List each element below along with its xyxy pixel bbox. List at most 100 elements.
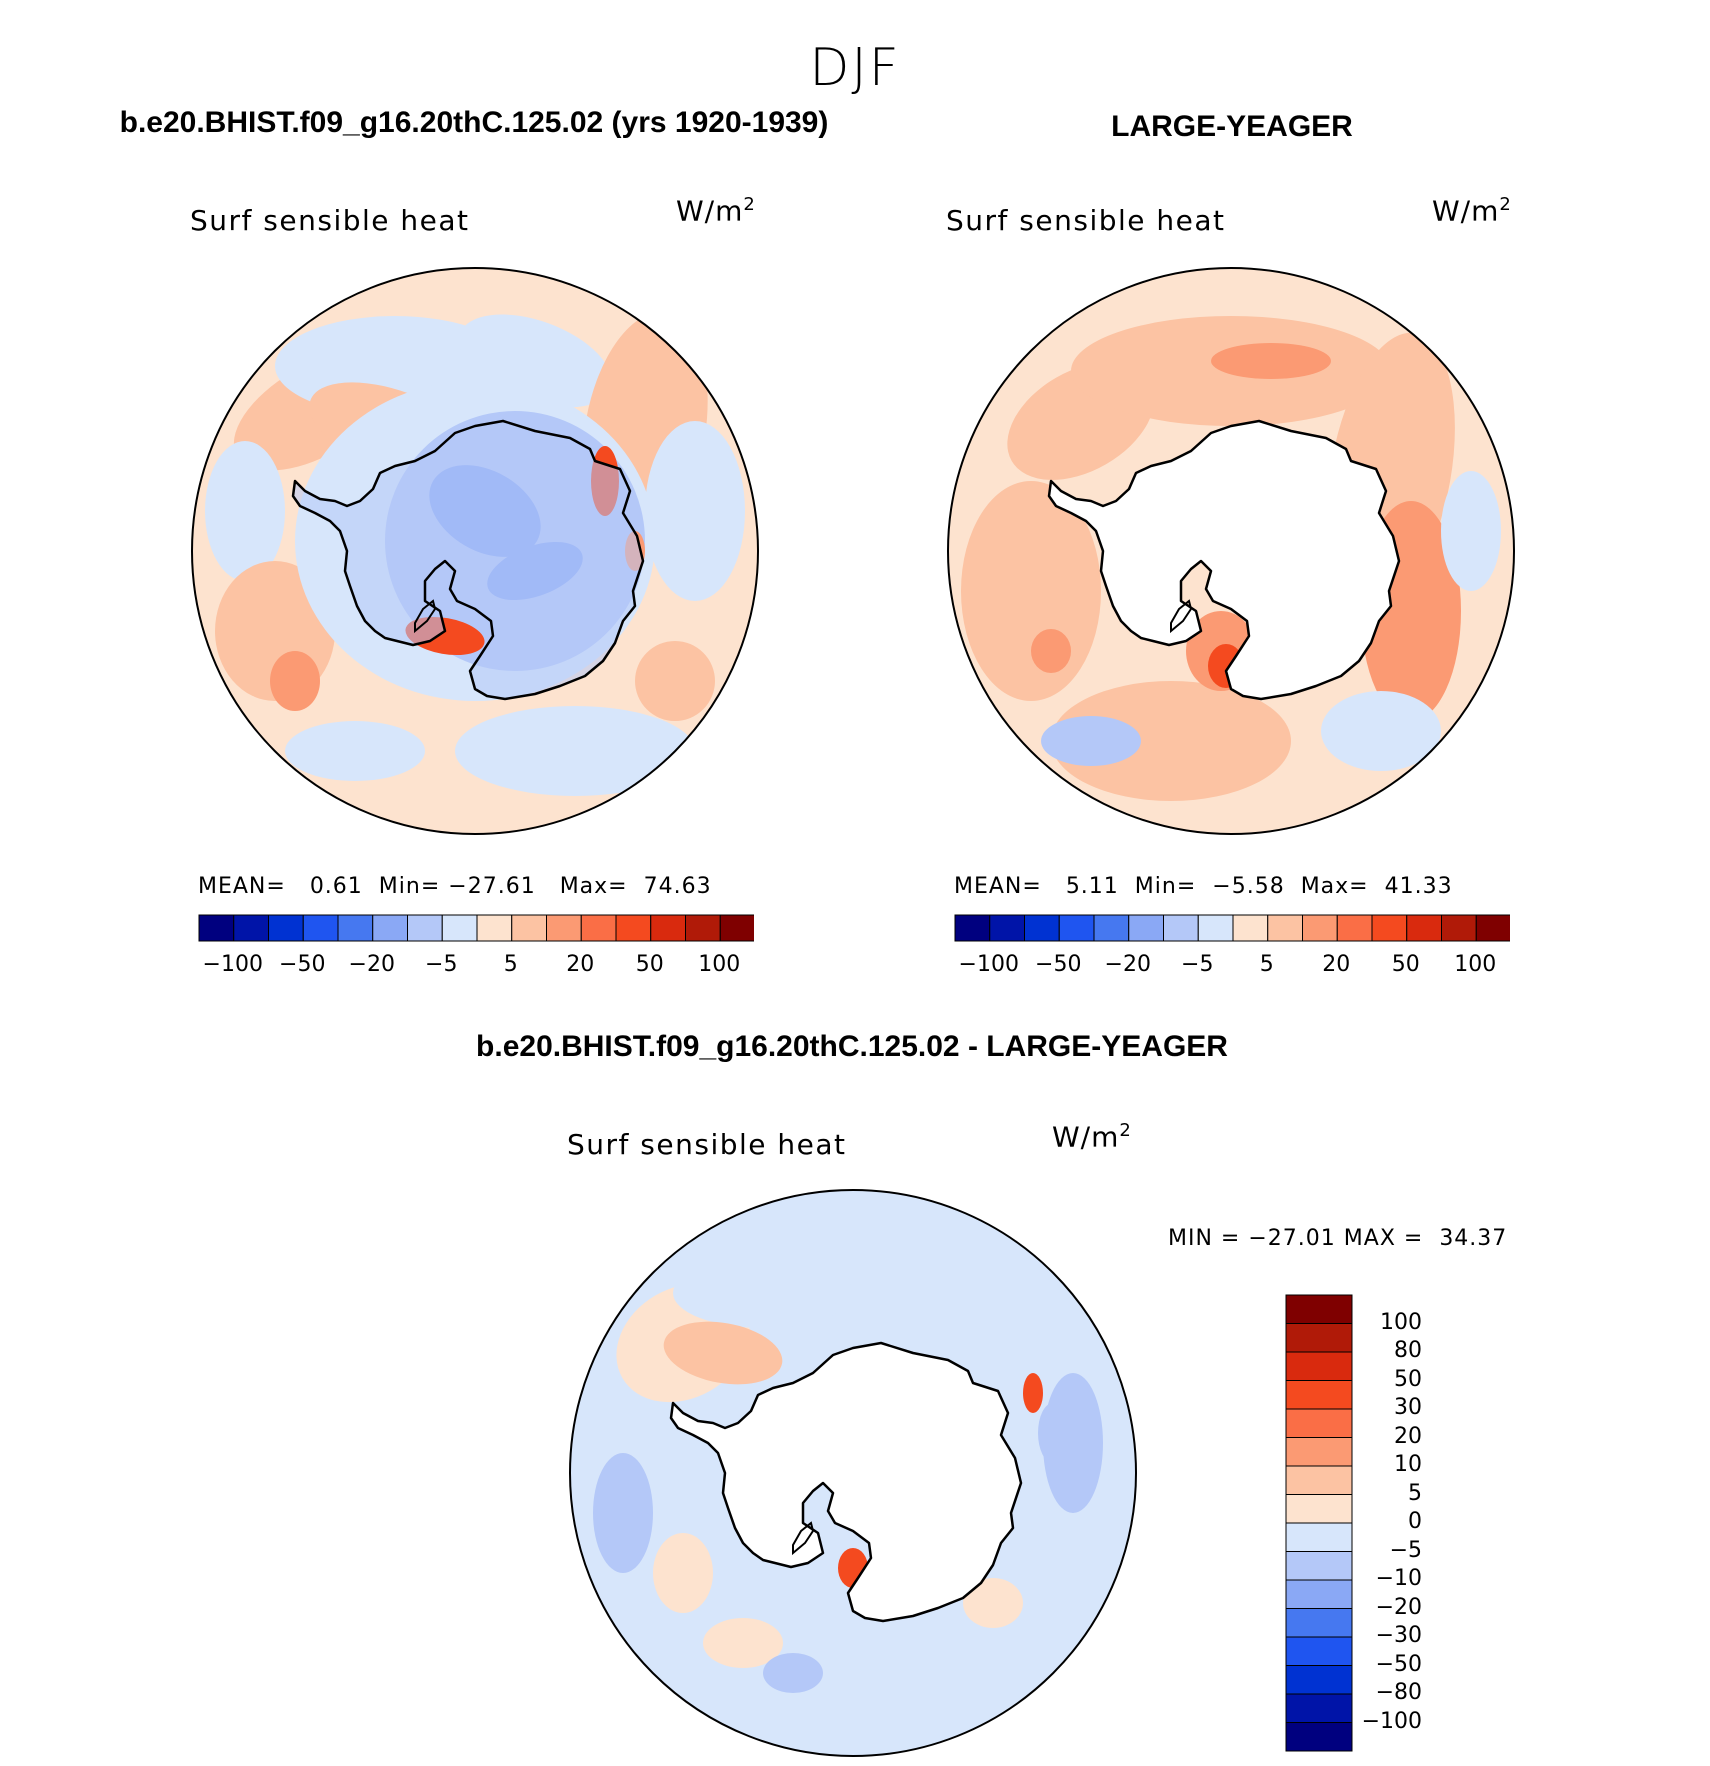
panel1-units: W/m2 bbox=[676, 194, 756, 228]
panel1-polar-map bbox=[191, 267, 759, 835]
panel3-colorbar-box bbox=[1285, 1551, 1353, 1581]
panel3-colorbar-tick-label: −50 bbox=[1375, 1651, 1422, 1677]
panel1-title: b.e20.BHIST.f09_g16.20thC.125.02 (yrs 19… bbox=[119, 106, 829, 139]
panel1-colorbar-box bbox=[650, 914, 686, 942]
panel2-polar-map bbox=[947, 267, 1515, 835]
panel3-colorbar-tick-label: 50 bbox=[1394, 1366, 1422, 1392]
panel3-colorbar-tick-label: 20 bbox=[1394, 1423, 1422, 1449]
panel3-colorbar-box bbox=[1285, 1323, 1353, 1353]
panel3-polar-map bbox=[569, 1189, 1137, 1757]
panel2-map-boundary bbox=[947, 267, 1515, 835]
panel1-colorbar-box bbox=[580, 914, 617, 942]
panel3-stats: MIN = −27.01 MAX = 34.37 bbox=[1168, 1226, 1508, 1251]
panel2-colorbar-tick-label: 100 bbox=[1454, 952, 1497, 977]
panel2-colorbar-tick-label: 5 bbox=[1259, 952, 1274, 977]
panel2-colorbar-box bbox=[1302, 914, 1338, 942]
panel2-colorbar-box bbox=[1128, 914, 1164, 942]
panel1-colorbar-box bbox=[407, 914, 443, 942]
panel1-island-coastline bbox=[414, 599, 437, 634]
panel3-colorbar-labels: 100 80 50 30 20 10 5 0 −5 −10 −20 −30 −50 −80 −100 bbox=[1358, 1294, 1478, 1752]
panel1-colorbar-box bbox=[337, 914, 374, 942]
panel1-colorbar-box bbox=[719, 914, 754, 942]
panel3-colorbar-box bbox=[1285, 1636, 1353, 1666]
panel3-colorbar-box bbox=[1285, 1494, 1353, 1524]
panel3-colorbar-tick-label: 100 bbox=[1380, 1309, 1422, 1335]
panel2-units: W/m2 bbox=[1432, 194, 1512, 228]
panel1-filled-contours bbox=[192, 268, 758, 834]
panel1-colorbar-tick-label: 100 bbox=[698, 952, 741, 977]
panel2-variable-label: Surf sensible heat bbox=[946, 204, 1226, 237]
panel3-variable-label: Surf sensible heat bbox=[567, 1128, 847, 1161]
panel3-colorbar-tick-label: 80 bbox=[1394, 1338, 1422, 1363]
panel1-colorbar bbox=[198, 914, 754, 942]
panel2-colorbar-tick-label: −50 bbox=[1035, 952, 1082, 977]
panel2-colorbar-box bbox=[1406, 914, 1442, 942]
panel2-colorbar-box bbox=[1058, 914, 1095, 942]
panel3-colorbar-box bbox=[1285, 1351, 1353, 1381]
panel3-colorbar-box bbox=[1285, 1294, 1353, 1324]
panel1-colorbar-tick-label: −50 bbox=[279, 952, 326, 977]
panel1-colorbar-box bbox=[302, 914, 339, 942]
panel2-colorbar-box bbox=[1024, 914, 1060, 942]
panel3-colorbar-box bbox=[1285, 1380, 1353, 1410]
panel2-colorbar-box bbox=[1093, 914, 1130, 942]
panel3-title: b.e20.BHIST.f09_g16.20thC.125.02 - LARGE… bbox=[476, 1030, 1228, 1063]
panel1-colorbar-box bbox=[268, 914, 304, 942]
panel1-colorbar-tick-label: −100 bbox=[202, 952, 263, 977]
panel2-colorbar-tick-label: 20 bbox=[1322, 952, 1351, 977]
panel3-colorbar-tick-label: 5 bbox=[1408, 1480, 1422, 1506]
panel3-colorbar-tick-label: −80 bbox=[1375, 1680, 1422, 1705]
panel3-island-coastline bbox=[792, 1521, 815, 1556]
panel3-colorbar-box bbox=[1285, 1465, 1353, 1495]
panel3-antarctica-coastline bbox=[669, 1341, 1023, 1623]
panel3-colorbar-tick-label: −30 bbox=[1375, 1623, 1422, 1648]
panel1-variable-label: Surf sensible heat bbox=[190, 204, 470, 237]
panel3-map-boundary bbox=[569, 1189, 1137, 1757]
panel3-colorbar-tick-label: −10 bbox=[1375, 1566, 1422, 1591]
panel1-colorbar-box bbox=[233, 914, 269, 942]
panel2-colorbar-box bbox=[1267, 914, 1303, 942]
panel2-colorbar-tick-label: −100 bbox=[958, 952, 1019, 977]
panel2-colorbar-box bbox=[1371, 914, 1408, 942]
panel3-filled-contours bbox=[570, 1190, 1136, 1756]
panel2-stats: MEAN= 5.11 Min= −5.58 Max= 41.33 bbox=[954, 874, 1453, 899]
panel2-colorbar-box bbox=[1232, 914, 1269, 942]
panel2-filled-contours bbox=[948, 268, 1514, 834]
panel1-colorbar-box bbox=[441, 914, 478, 942]
panel3-colorbar-tick-label: −100 bbox=[1361, 1708, 1422, 1734]
panel3-colorbar-box bbox=[1285, 1608, 1353, 1638]
panel3-colorbar bbox=[1285, 1294, 1353, 1752]
panel2-colorbar-tick-label: −5 bbox=[1181, 952, 1214, 977]
panel1-antarctica-coastline bbox=[291, 419, 645, 701]
panel2-colorbar-box bbox=[954, 914, 991, 942]
panel1-colorbar-box bbox=[546, 914, 582, 942]
panel3-colorbar-tick-label: 10 bbox=[1394, 1452, 1422, 1477]
panel1-colorbar-tick-label: −20 bbox=[348, 952, 395, 977]
panel2-title: LARGE-YEAGER bbox=[1111, 110, 1353, 143]
panel1-colorbar-tick-label: 5 bbox=[503, 952, 518, 977]
panel1-colorbar-box bbox=[198, 914, 235, 942]
panel3-colorbar-box bbox=[1285, 1437, 1353, 1467]
panel3-colorbar-box bbox=[1285, 1522, 1353, 1552]
panel3-units: W/m2 bbox=[1052, 1120, 1132, 1154]
panel3-colorbar-box bbox=[1285, 1665, 1353, 1695]
panel1-colorbar-box bbox=[511, 914, 547, 942]
panel2-colorbar-box bbox=[1441, 914, 1477, 942]
panel3-colorbar-tick-label: 30 bbox=[1394, 1395, 1422, 1420]
panel1-colorbar-box bbox=[615, 914, 652, 942]
panel2-colorbar-box bbox=[1197, 914, 1234, 942]
panel3-colorbar-box bbox=[1285, 1722, 1353, 1752]
panel1-colorbar-tick-label: −5 bbox=[425, 952, 458, 977]
panel1-colorbar-box bbox=[685, 914, 721, 942]
panel2-colorbar bbox=[954, 914, 1510, 942]
panel2-colorbar-box bbox=[1475, 914, 1510, 942]
panel1-map-boundary bbox=[191, 267, 759, 835]
figure-title: DJF bbox=[809, 38, 901, 98]
panel2-colorbar-tick-label: 50 bbox=[1391, 952, 1420, 977]
panel1-colorbar-tick-label: 20 bbox=[566, 952, 595, 977]
panel1-stats: MEAN= 0.61 Min= −27.61 Max= 74.63 bbox=[198, 874, 712, 899]
panel1-colorbar-box bbox=[372, 914, 408, 942]
panel2-island-coastline bbox=[1170, 599, 1193, 634]
panel2-colorbar-tick-label: −20 bbox=[1104, 952, 1151, 977]
panel2-colorbar-box bbox=[1336, 914, 1373, 942]
